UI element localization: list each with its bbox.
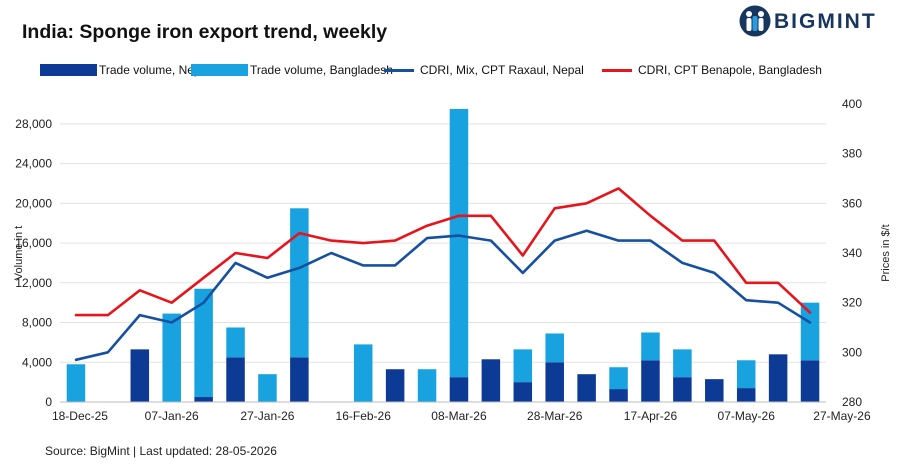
bar-nepal [736, 388, 756, 402]
y-right-axis-title: Prices in $/t [880, 224, 892, 281]
bar-bangladesh [226, 327, 245, 358]
y-right-tick-label: 280 [842, 395, 862, 409]
x-tick-label: 16-Feb-26 [336, 409, 392, 423]
legend-item-nepal-volume: Trade volume, Nepal [40, 63, 210, 77]
bar-bangladesh [66, 364, 86, 402]
bar-nepal [513, 382, 533, 402]
bar-nepal [130, 349, 150, 402]
bar-bangladesh [513, 349, 533, 383]
y-left-tick-label: 12,000 [15, 276, 52, 290]
bar-bangladesh [194, 288, 213, 398]
bar-nepal [385, 369, 405, 402]
x-tick-label: 27-May-26 [813, 409, 871, 423]
line-nepal-price [74, 229, 812, 362]
bar-bangladesh [673, 349, 692, 378]
axes: 0 4,000 8,000 12,000 16,000 20,000 24,000 28,00… [13, 97, 892, 423]
legend-swatch [40, 64, 97, 76]
legend-item-bangladesh-price: CDRI, CPT Benapole, Bangladesh [602, 63, 822, 77]
x-tick-label: 27-Jan-26 [240, 409, 294, 423]
bar-nepal [481, 359, 501, 402]
x-tick-label: 07-May-26 [718, 409, 776, 423]
y-left-tick-label: 24,000 [15, 157, 52, 171]
bar-nepal [577, 374, 596, 402]
volume-bars [66, 108, 820, 402]
legend-label: CDRI, CPT Benapole, Bangladesh [638, 63, 822, 77]
logo-wordmark: BIGMINT [774, 10, 877, 33]
y-left-tick-label: 28,000 [15, 117, 52, 131]
x-tick-label: 07-Jan-26 [145, 409, 199, 423]
bar-bangladesh [353, 344, 373, 402]
y-left-tick-label: 20,000 [15, 196, 52, 210]
legend-label: Trade volume, Nepal [99, 63, 210, 77]
combo-chart: 0 4,000 8,000 12,000 16,000 20,000 24,000 28,00… [13, 97, 892, 423]
y-right-tick-label: 340 [842, 246, 862, 260]
x-tick-label: 08-Mar-26 [431, 409, 487, 423]
bar-nepal [705, 379, 724, 402]
x-tick-label: 17-Apr-26 [624, 409, 678, 423]
y-right-tick-label: 380 [842, 147, 862, 161]
bar-bangladesh [162, 313, 181, 402]
bar-nepal [226, 357, 245, 402]
bar-bangladesh [736, 360, 756, 389]
x-tick-label: 28-Mar-26 [527, 409, 583, 423]
line-bangladesh-price [74, 187, 812, 317]
y-left-tick-label: 0 [45, 395, 52, 409]
y-right-tick-label: 300 [842, 345, 862, 359]
bar-nepal [641, 360, 660, 402]
y-left-tick-label: 4,000 [22, 355, 52, 369]
bar-bangladesh [290, 208, 309, 358]
y-left-tick-label: 8,000 [22, 316, 52, 330]
logo-people-icon [739, 5, 771, 37]
x-tick-label: 18-Dec-25 [52, 409, 108, 423]
y-right-tick-label: 320 [842, 296, 862, 310]
y-left-axis-title: Volume in t [13, 226, 25, 280]
y-right-tick-label: 400 [842, 97, 862, 111]
bar-nepal [194, 397, 213, 402]
bar-bangladesh [609, 367, 628, 390]
bar-nepal [449, 377, 469, 402]
bar-nepal [768, 354, 788, 402]
legend-label: Trade volume, Bangladesh [250, 63, 393, 77]
legend-label: CDRI, Mix, CPT Raxaul, Nepal [420, 63, 584, 77]
bar-bangladesh [258, 374, 277, 402]
bar-nepal [609, 389, 628, 402]
chart-legend: Trade volume, Nepal Trade volume, Bangla… [0, 63, 914, 81]
legend-item-nepal-price: CDRI, Mix, CPT Raxaul, Nepal [384, 63, 584, 77]
legend-swatch [191, 64, 248, 76]
y-right-tick-label: 360 [842, 196, 862, 210]
bar-nepal [673, 377, 692, 402]
price-lines [74, 187, 812, 362]
legend-swatch [602, 68, 632, 72]
bar-bangladesh [417, 369, 437, 402]
bar-bangladesh [800, 302, 820, 361]
legend-swatch [384, 68, 414, 72]
bar-bangladesh [641, 332, 660, 361]
gridlines [60, 123, 826, 363]
bar-bangladesh [545, 333, 564, 363]
y-left-tick-label: 16,000 [15, 236, 52, 250]
source-note: Source: BigMint | Last updated: 28-05-20… [45, 444, 277, 458]
bar-nepal [800, 360, 820, 402]
bar-nepal [290, 357, 309, 402]
bar-nepal [545, 362, 564, 402]
chart-title: India: Sponge iron export trend, weekly [22, 21, 388, 43]
bar-bangladesh [449, 108, 469, 378]
bigmint-logo: BIGMINT [738, 5, 898, 37]
legend-item-bangladesh-volume: Trade volume, Bangladesh [191, 63, 393, 77]
